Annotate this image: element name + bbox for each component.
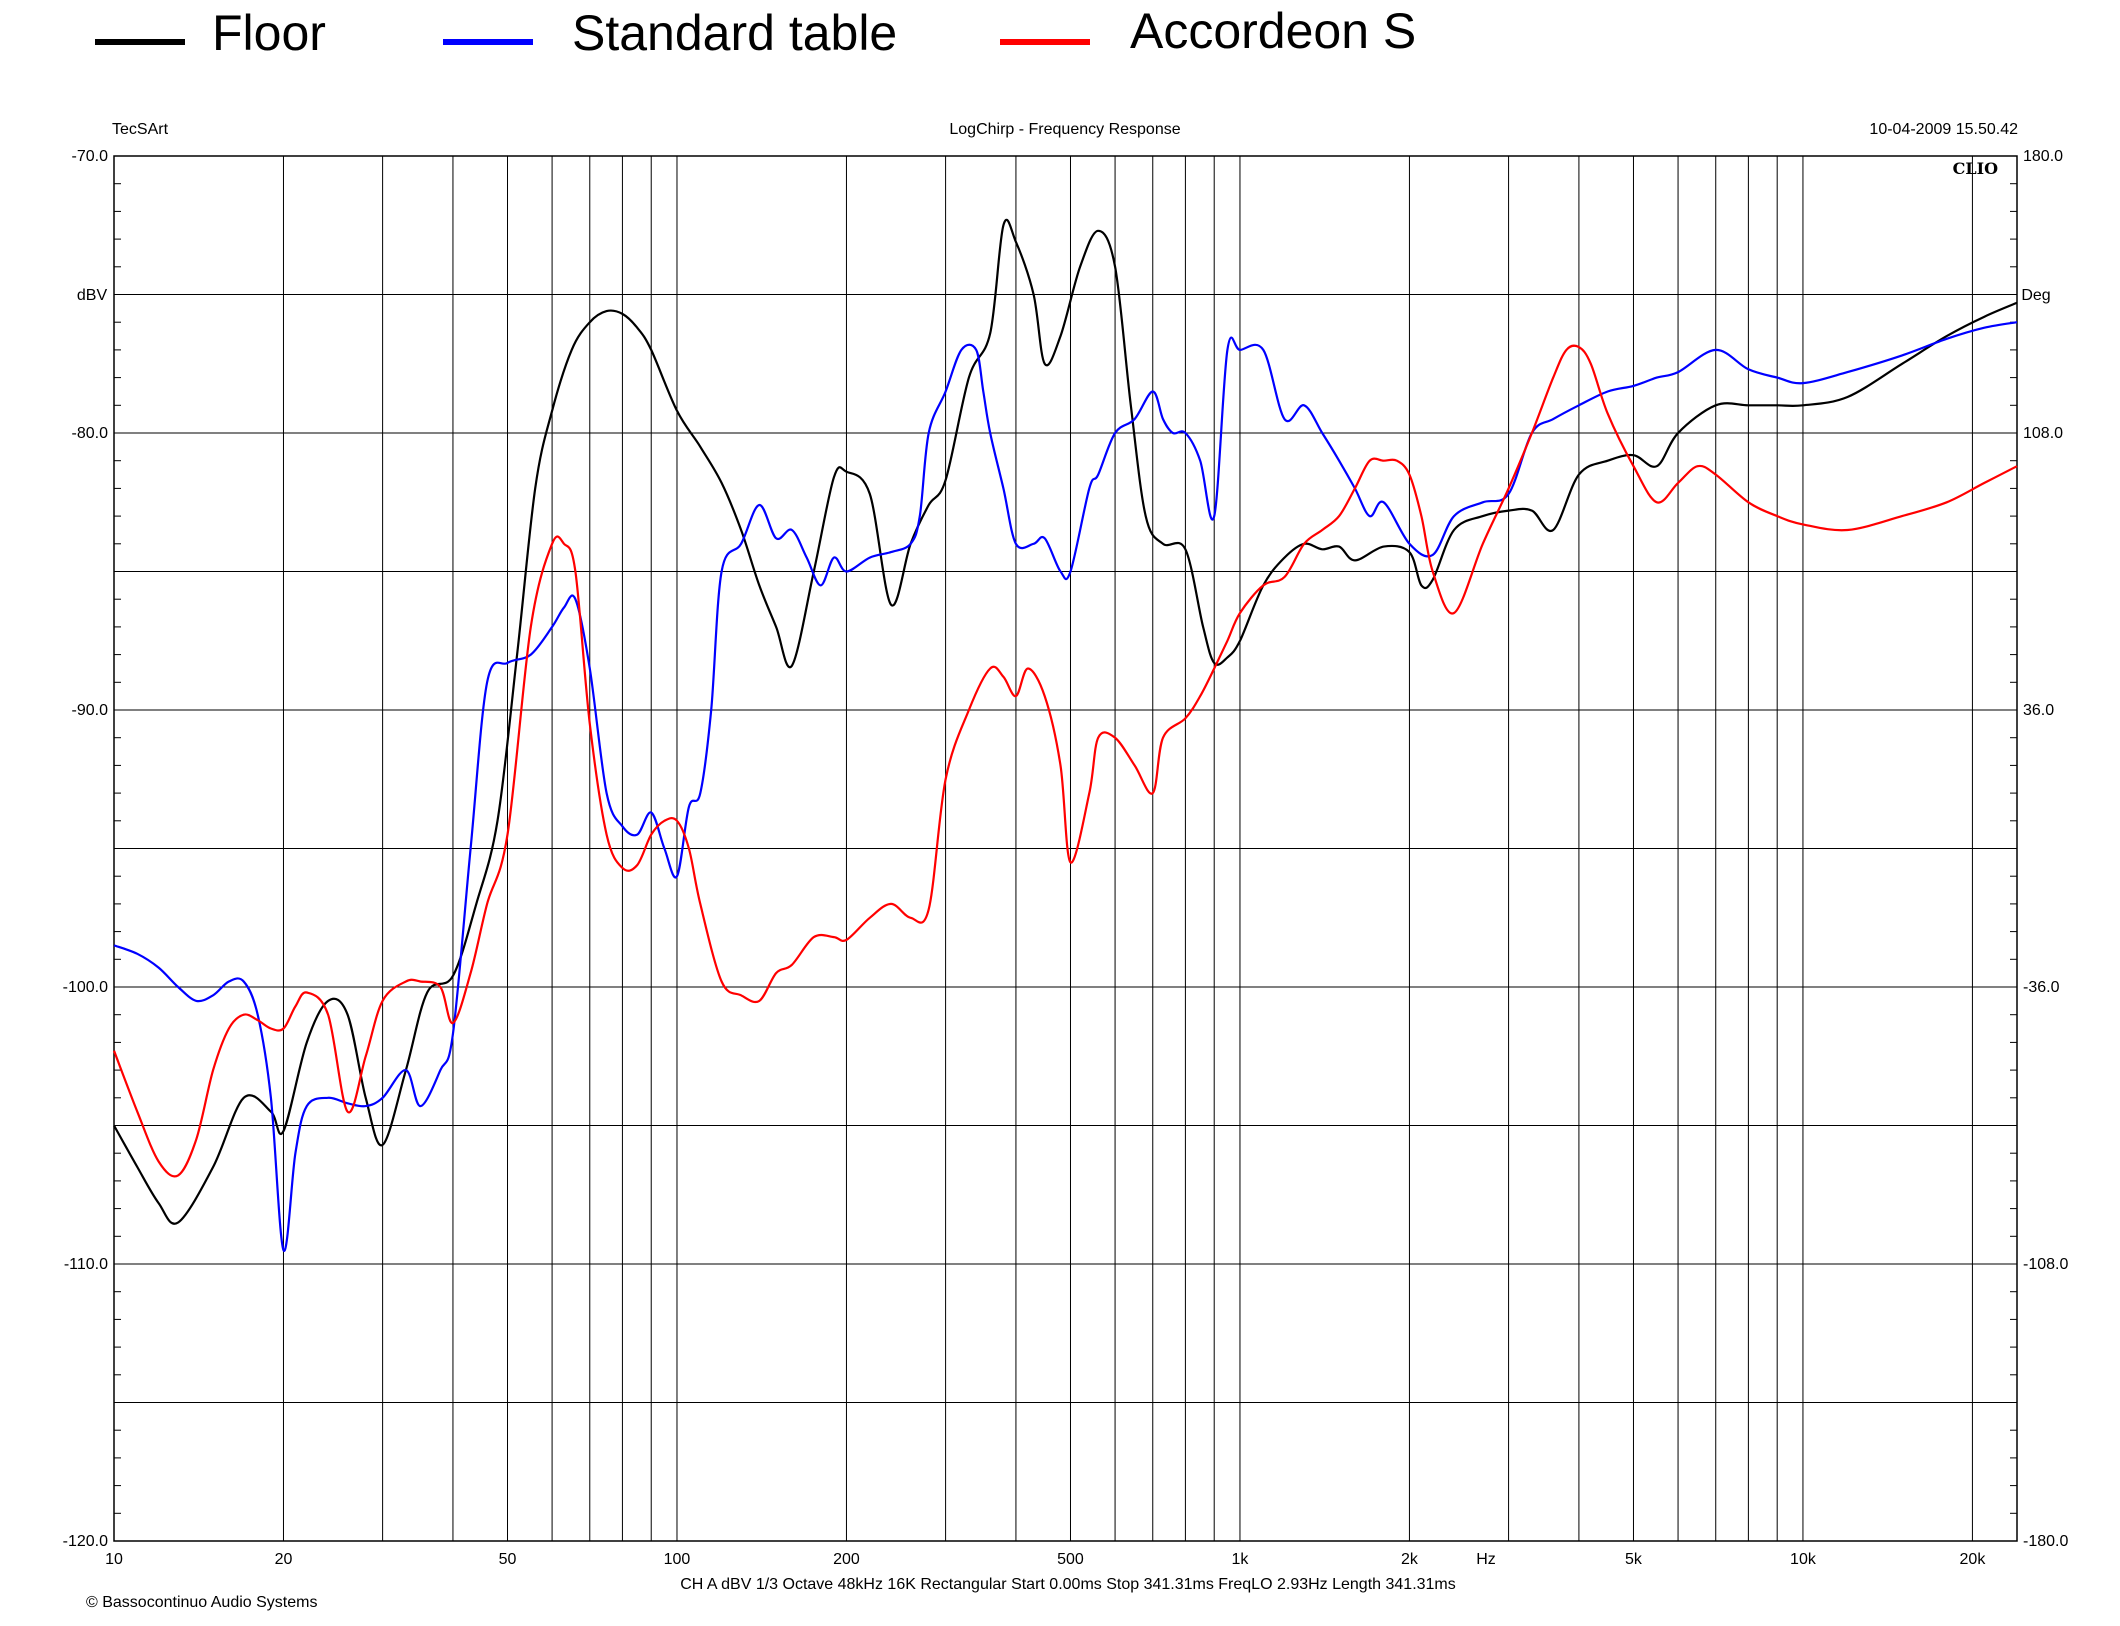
grid [114, 156, 2017, 1541]
x-tick-label: 10 [105, 1551, 123, 1568]
x-tick-label: 20 [275, 1551, 293, 1568]
measurement-settings: CH A dBV 1/3 Octave 48kHz 16K Rectangula… [680, 1576, 1456, 1593]
y-tick-label: -120.0 [63, 1533, 108, 1550]
y2-tick-label: -180.0 [2023, 1533, 2068, 1550]
legend-label-floor: Floor [212, 5, 326, 61]
y2-tick-label: -108.0 [2023, 1256, 2068, 1273]
y-tick-label: -110.0 [64, 1256, 108, 1273]
x-tick-labels: 10 20 50 100 200 500 1k 2k 5k 10k 20k [105, 1551, 1986, 1568]
x-axis-label: Hz [1476, 1551, 1496, 1568]
x-tick-label: 200 [833, 1551, 860, 1568]
x-tick-label: 1k [1232, 1551, 1250, 1568]
series-layer [112, 218, 2018, 1252]
y2-tick-labels: 180.0 108.0 36.0 -36.0 -108.0 -180.0 [2023, 148, 2068, 1550]
legend-label-accordeon-s: Accordeon S [1130, 3, 1416, 59]
minor-ticks [114, 155, 2017, 1542]
y2-tick-label: 108.0 [2023, 425, 2063, 442]
y2-tick-label: 180.0 [2023, 148, 2063, 165]
y2-axis-label: Deg [2021, 287, 2050, 304]
x-tick-label: 500 [1057, 1551, 1084, 1568]
series-line-accordeon-s [112, 344, 2018, 1178]
x-tick-label: 100 [664, 1551, 691, 1568]
series-line-standard-table [113, 321, 2018, 1252]
y2-tick-label: -36.0 [2023, 979, 2060, 996]
y-tick-label: -100.0 [63, 979, 108, 996]
x-tick-label: 10k [1790, 1551, 1817, 1568]
y2-tick-label: 36.0 [2023, 702, 2054, 719]
copyright: © Bassocontinuo Audio Systems [86, 1594, 317, 1611]
y-axis-label: dBV [77, 287, 108, 304]
header-right-timestamp: 10-04-2009 15.50.42 [1869, 121, 2018, 138]
x-tick-label: 50 [499, 1551, 517, 1568]
y-tick-label: -80.0 [72, 425, 109, 442]
x-tick-label: 5k [1625, 1551, 1643, 1568]
y-tick-label: -70.0 [72, 148, 109, 165]
series-line-floor [113, 218, 2018, 1225]
x-tick-label: 2k [1401, 1551, 1419, 1568]
y-tick-labels: -70.0 -80.0 -90.0 -100.0 -110.0 -120.0 [63, 148, 108, 1550]
clio-brand: CLIO [1953, 159, 1998, 178]
header-left: TecSArt [112, 121, 169, 138]
legend-label-standard-table: Standard table [572, 5, 897, 61]
x-tick-label: 20k [1960, 1551, 1987, 1568]
legend: Floor Standard table Accordeon S [95, 3, 1416, 61]
y-tick-label: -90.0 [72, 702, 109, 719]
chart-title: LogChirp - Frequency Response [949, 121, 1180, 138]
